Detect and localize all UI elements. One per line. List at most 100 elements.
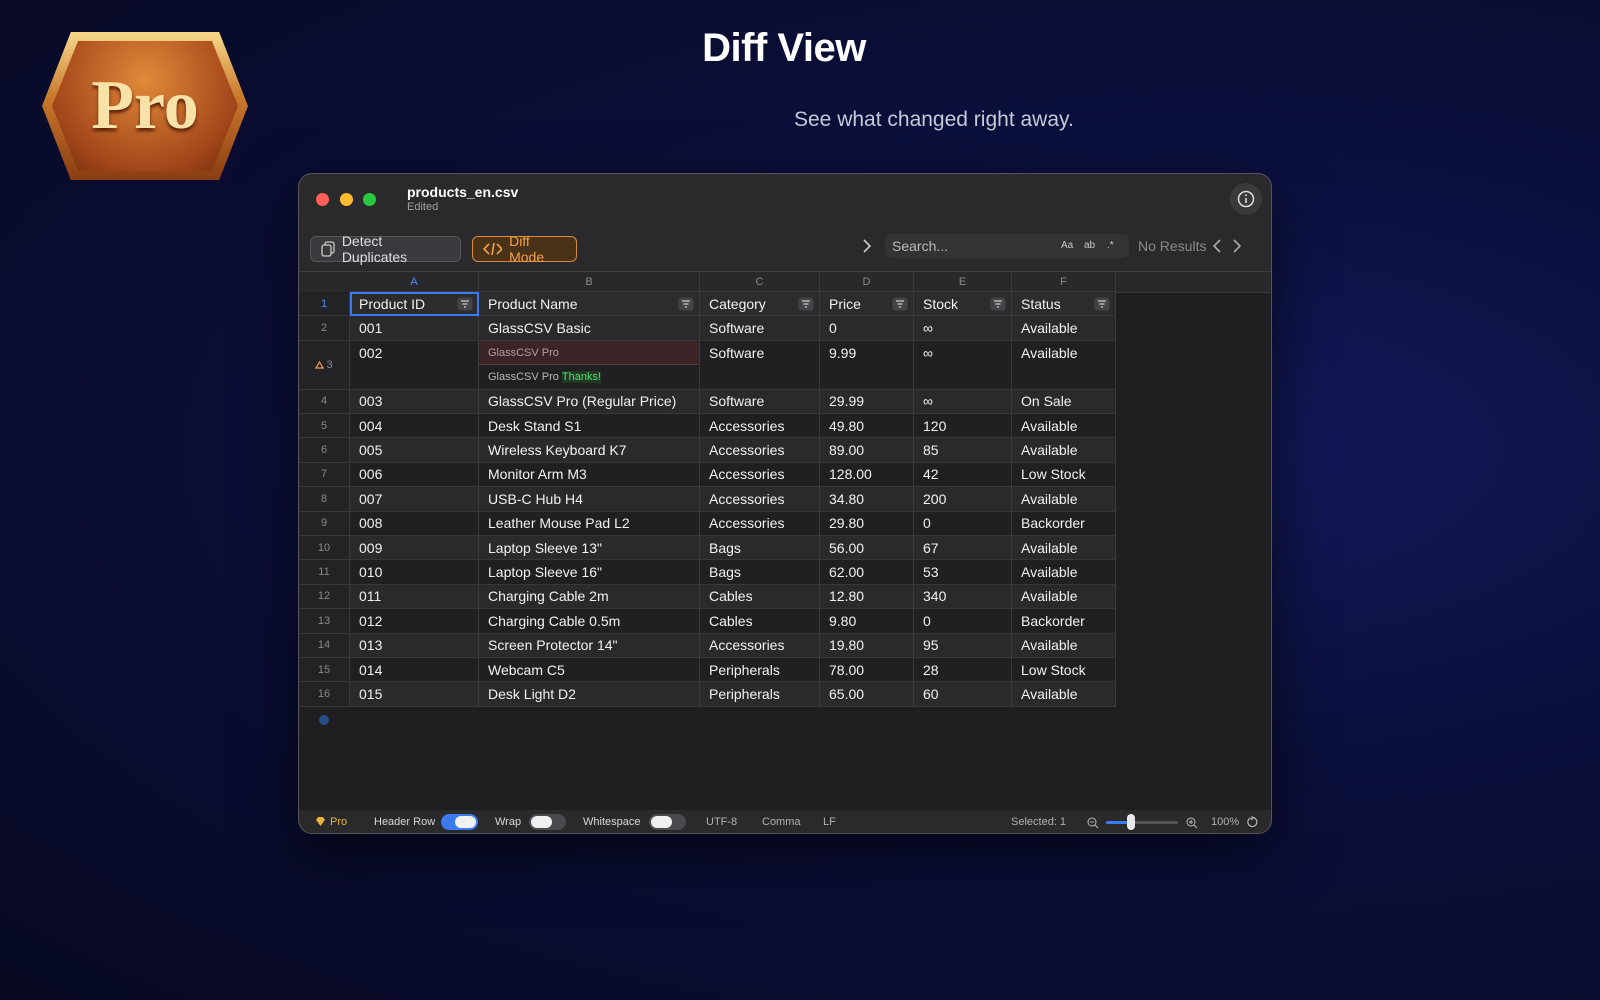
zoom-out[interactable] [1087,816,1099,833]
diff-mode-button[interactable]: Diff Mode [472,233,577,265]
cell[interactable]: Leather Mouse Pad L2 [479,511,700,536]
search-option[interactable]: .* [1107,240,1114,251]
cell[interactable]: 008 [350,511,479,536]
cell[interactable]: 62.00 [820,560,914,585]
filter-button[interactable] [457,297,473,311]
cell[interactable]: Low Stock [1012,658,1116,683]
cell[interactable]: 85 [914,438,1012,463]
cell[interactable]: Available [1012,633,1116,658]
cell[interactable]: Cables [700,609,820,634]
filter-button[interactable] [678,297,694,311]
cell[interactable]: 34.80 [820,487,914,512]
window-control[interactable] [340,193,353,206]
cell[interactable]: Accessories [700,462,820,488]
cell[interactable]: Available [1012,340,1116,390]
cell[interactable]: Accessories [700,487,820,512]
zoom-thumb[interactable] [1127,814,1135,830]
cell[interactable]: Monitor Arm M3 [479,462,700,488]
cell[interactable]: 29.80 [820,511,914,536]
cell[interactable]: 0 [914,609,1012,634]
filter-button[interactable] [892,297,908,311]
cell[interactable]: Available [1012,316,1116,341]
cell[interactable]: Available [1012,560,1116,585]
toggle-switch[interactable] [649,814,686,830]
cell[interactable]: 001 [350,316,479,341]
cell[interactable]: GlassCSV Basic [479,316,700,341]
cell[interactable]: Bags [700,536,820,561]
cell[interactable]: 9.99 [820,340,914,390]
cell[interactable]: USB-C Hub H4 [479,487,700,512]
cell[interactable]: 002 [350,340,479,390]
header-cell[interactable]: Price [820,292,914,317]
cell[interactable]: Backorder [1012,511,1116,536]
cell[interactable]: 009 [350,536,479,561]
cell[interactable]: 004 [350,414,479,439]
filter-button[interactable] [1094,297,1110,311]
cell[interactable]: Software [700,340,820,390]
cell[interactable]: Accessories [700,633,820,658]
cell[interactable]: 015 [350,682,479,707]
cell[interactable]: ∞ [914,340,1012,390]
cell[interactable]: Laptop Sleeve 13" [479,536,700,561]
cell[interactable]: Available [1012,487,1116,512]
cell[interactable]: 67 [914,536,1012,561]
cell[interactable]: 120 [914,414,1012,439]
window-control[interactable] [316,193,329,206]
cell[interactable]: Desk Stand S1 [479,414,700,439]
cell[interactable]: GlassCSV Pro (Regular Price) [479,389,700,414]
info-button[interactable] [1230,183,1262,215]
filter-button[interactable] [798,297,814,311]
cell[interactable]: Cables [700,584,820,610]
cell[interactable]: Desk Light D2 [479,682,700,707]
cell[interactable]: ∞ [914,389,1012,414]
filter-button[interactable] [990,297,1006,311]
expand-chevron[interactable] [861,238,873,259]
detect-duplicates-button[interactable]: Detect Duplicates [310,233,461,265]
header-cell[interactable]: Status [1012,292,1116,317]
cell[interactable]: 89.00 [820,438,914,463]
next-result[interactable] [1232,238,1242,259]
toggle-switch[interactable] [529,814,566,830]
zoom-slider[interactable] [1106,821,1178,824]
cell[interactable]: 012 [350,609,479,634]
search-field[interactable]: Search... Aa ab .* [885,234,1129,258]
cell[interactable]: 49.80 [820,414,914,439]
search-option[interactable]: ab [1084,240,1096,251]
search-option[interactable]: Aa [1061,240,1074,251]
cell[interactable]: 42 [914,462,1012,488]
cell[interactable]: Software [700,316,820,341]
cell[interactable]: 65.00 [820,682,914,707]
cell[interactable]: Available [1012,536,1116,561]
cell[interactable]: Low Stock [1012,462,1116,488]
cell[interactable]: ∞ [914,316,1012,341]
cell[interactable]: Software [700,389,820,414]
cell[interactable]: 95 [914,633,1012,658]
cell[interactable]: 013 [350,633,479,658]
cell[interactable]: Charging Cable 2m [479,584,700,610]
cell[interactable]: Charging Cable 0.5m [479,609,700,634]
cell[interactable]: 0 [914,511,1012,536]
cell[interactable]: Bags [700,560,820,585]
cell[interactable]: 28 [914,658,1012,683]
cell[interactable]: Available [1012,682,1116,707]
cell[interactable]: 010 [350,560,479,585]
toggle-switch[interactable] [441,814,478,830]
cell[interactable]: Available [1012,584,1116,610]
zoom-reset[interactable] [1246,815,1258,833]
zoom-in[interactable] [1186,816,1198,833]
cell[interactable]: Peripherals [700,682,820,707]
cell[interactable]: Webcam C5 [479,658,700,683]
cell[interactable]: 0 [820,316,914,341]
cell[interactable]: 60 [914,682,1012,707]
cell[interactable]: Available [1012,438,1116,463]
cell[interactable]: 29.99 [820,389,914,414]
cell[interactable]: 011 [350,584,479,610]
cell[interactable]: 12.80 [820,584,914,610]
cell[interactable]: 56.00 [820,536,914,561]
cell[interactable]: 200 [914,487,1012,512]
cell[interactable]: Peripherals [700,658,820,683]
prev-result[interactable] [1212,238,1222,259]
cell[interactable]: 128.00 [820,462,914,488]
cell[interactable]: Available [1012,414,1116,439]
cell[interactable]: 014 [350,658,479,683]
